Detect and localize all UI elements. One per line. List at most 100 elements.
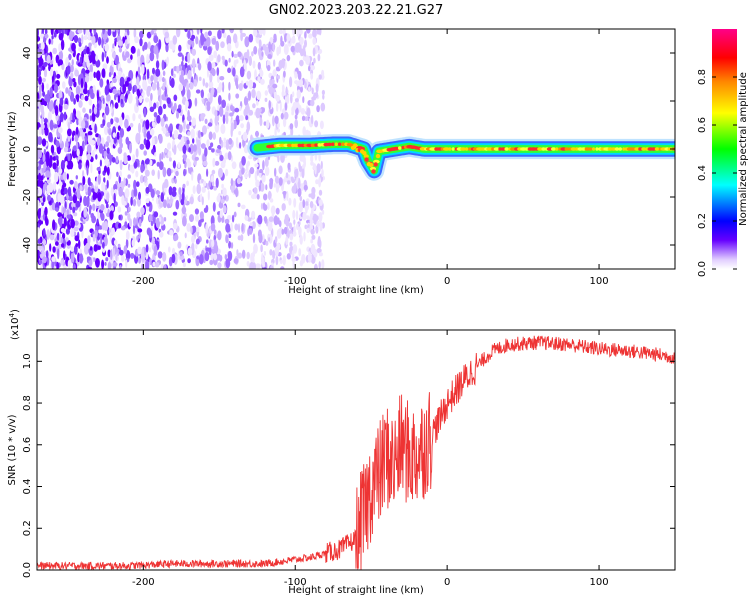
noise-speckle (295, 107, 299, 116)
noise-speckle (146, 68, 150, 80)
noise-speckle (319, 120, 324, 130)
noise-speckle (159, 231, 164, 238)
noise-speckle (312, 163, 317, 171)
figure-title: GN02.2023.203.22.21.G27 (269, 3, 444, 18)
noise-speckle (192, 185, 196, 195)
noise-speckle (95, 54, 99, 62)
noise-speckle (286, 54, 291, 62)
x-tick-label: 100 (590, 276, 609, 287)
signal-core (448, 147, 452, 151)
noise-speckle (118, 187, 123, 197)
noise-speckle (37, 223, 40, 228)
noise-speckle (205, 204, 209, 213)
noise-speckle (322, 94, 325, 100)
noise-speckle (224, 254, 228, 260)
noise-speckle (206, 68, 210, 78)
noise-speckle (153, 112, 158, 118)
noise-speckle (262, 266, 267, 269)
noise-speckle (157, 169, 160, 180)
noise-speckle (269, 249, 273, 256)
noise-speckle (92, 191, 96, 201)
noise-speckle (53, 31, 57, 38)
noise-speckle (280, 259, 283, 265)
noise-speckle (310, 65, 316, 71)
noise-speckle (231, 161, 237, 170)
noise-speckle (186, 180, 190, 187)
noise-speckle (237, 202, 241, 208)
noise-speckle (305, 201, 309, 206)
noise-speckle (50, 144, 55, 154)
noise-speckle (106, 94, 111, 102)
noise-speckle (217, 95, 222, 105)
noise-speckle (125, 259, 128, 268)
noise-speckle (180, 136, 185, 147)
noise-speckle (246, 251, 250, 260)
signal-core (654, 147, 660, 151)
noise-speckle (206, 104, 211, 112)
noise-speckle (76, 117, 79, 126)
noise-speckle (279, 101, 282, 112)
noise-speckle (292, 91, 295, 98)
noise-speckle (149, 51, 155, 62)
noise-speckle (310, 243, 316, 255)
noise-speckle (222, 81, 225, 93)
noise-speckle (213, 253, 218, 261)
noise-speckle (278, 177, 283, 186)
noise-speckle (188, 147, 192, 153)
noise-speckle (135, 148, 139, 158)
noise-speckle (126, 77, 131, 82)
noise-speckle (294, 118, 299, 129)
noise-speckle (312, 29, 317, 38)
noise-speckle (212, 157, 216, 168)
noise-speckle (298, 221, 301, 226)
noise-speckle (243, 108, 248, 117)
noise-speckle (50, 100, 54, 110)
noise-speckle (106, 147, 110, 154)
noise-speckle (292, 230, 297, 237)
noise-speckle (124, 80, 129, 87)
noise-speckle (145, 139, 151, 150)
noise-speckle (191, 242, 195, 249)
signal-core (634, 147, 640, 151)
signal-core (584, 147, 590, 151)
noise-speckle (149, 106, 155, 113)
noise-speckle (102, 241, 105, 249)
noise-speckle (129, 218, 132, 228)
noise-speckle (73, 226, 79, 232)
noise-speckle (208, 131, 213, 140)
noise-speckle (191, 117, 197, 126)
noise-speckle (83, 195, 88, 207)
noise-speckle (194, 97, 198, 107)
noise-speckle (118, 46, 122, 53)
noise-speckle (257, 61, 261, 70)
noise-speckle (63, 146, 69, 153)
noise-speckle (67, 186, 72, 197)
noise-speckle (189, 214, 194, 223)
noise-speckle (259, 69, 264, 78)
noise-speckle (195, 36, 199, 45)
noise-speckle (112, 88, 117, 95)
noise-speckle (200, 113, 206, 118)
noise-speckle (172, 73, 176, 78)
noise-speckle (233, 211, 237, 218)
noise-speckle (57, 248, 60, 260)
noise-speckle (264, 90, 268, 96)
noise-speckle (319, 221, 323, 232)
noise-speckle (106, 192, 110, 202)
signal-blob (375, 153, 381, 159)
noise-speckle (41, 138, 47, 147)
noise-speckle (250, 194, 256, 200)
noise-speckle (321, 259, 325, 269)
noise-speckle (78, 162, 82, 170)
noise-speckle (130, 54, 133, 60)
noise-speckle (187, 52, 191, 64)
noise-speckle (281, 84, 285, 93)
noise-speckle (264, 157, 269, 168)
noise-speckle (306, 227, 310, 233)
noise-speckle (124, 39, 128, 47)
noise-speckle (191, 58, 196, 69)
noise-speckle (111, 60, 114, 67)
noise-speckle (95, 59, 101, 68)
noise-speckle (110, 118, 114, 125)
noise-speckle (161, 59, 165, 71)
